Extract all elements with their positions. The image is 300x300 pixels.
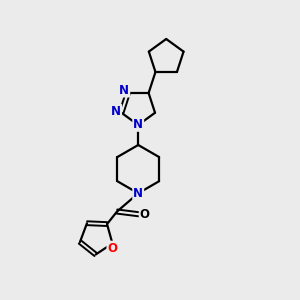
Text: N: N [133,118,143,131]
Text: O: O [107,242,117,255]
Text: O: O [140,208,150,221]
Text: N: N [111,105,121,118]
Text: N: N [119,84,129,97]
Text: N: N [133,187,143,200]
